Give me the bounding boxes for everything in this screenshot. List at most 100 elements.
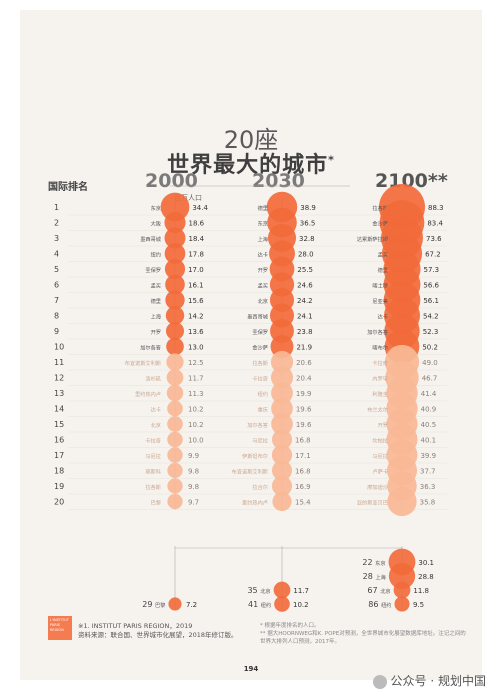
bubble: [273, 581, 291, 599]
bubble: [167, 431, 183, 448]
city-label: 孟买: [151, 282, 161, 290]
city-label: 里约热内卢: [135, 390, 161, 398]
bubble: [271, 475, 293, 497]
value-label: 11.3: [188, 390, 204, 398]
value-label: 37.7: [420, 468, 436, 476]
bubble: [166, 369, 184, 386]
watermark: 公众号 · 规划中国: [372, 672, 486, 689]
city-label: 卡拉奇: [372, 359, 388, 367]
bubble: [167, 478, 183, 494]
bubble: [164, 227, 186, 249]
value-label: 40.5: [421, 421, 437, 429]
city-label: 达卡: [258, 251, 268, 259]
value-label: 28.0: [298, 251, 314, 259]
rank-label: 67: [367, 586, 377, 595]
value-label: 10.2: [188, 421, 204, 429]
city-label: 亚的斯亚贝巴: [357, 499, 388, 507]
city-label: 东京: [258, 220, 268, 228]
value-label: 21.9: [296, 344, 312, 352]
bubble: [270, 335, 294, 358]
city-label: 布兰太尔: [367, 406, 388, 414]
city-label: 东京: [151, 204, 161, 212]
city-label: 达卡: [378, 313, 388, 321]
city-label: 卡拉奇: [145, 437, 161, 445]
value-label: 10.2: [293, 601, 309, 609]
value-label: 16.8: [295, 437, 311, 445]
value-label: 18.6: [189, 220, 205, 228]
city-label: 莫斯科: [145, 468, 161, 476]
value-label: 56.1: [423, 297, 439, 305]
bubble: [167, 416, 183, 432]
value-label: 15.6: [188, 297, 204, 305]
bubble: [165, 290, 185, 310]
value-label: 83.4: [427, 220, 443, 228]
publisher-logo: L'INSTITUT PARIS REGION: [48, 616, 72, 640]
value-label: 40.9: [421, 406, 437, 414]
city-label: 德里: [151, 297, 161, 305]
value-label: 23.8: [297, 328, 313, 336]
value-label: 24.6: [297, 282, 313, 290]
city-label: 加尔各答: [367, 328, 389, 336]
value-label: 67.2: [425, 251, 441, 259]
city-label: 内罗毕: [372, 375, 388, 383]
city-label: 喀布尔: [372, 344, 388, 352]
infographic-page: 20座 世界最大的城市* 国际排名 2000 2030 2100** 百万人口 …: [20, 10, 482, 680]
rank-label: 8: [54, 312, 59, 321]
value-label: 20.4: [296, 375, 312, 383]
value-label: 54.2: [423, 313, 439, 321]
rank-label: 2: [54, 219, 59, 228]
bubble: [274, 596, 290, 612]
city-label: 孟买: [258, 282, 268, 290]
city-label: 达卡: [151, 406, 161, 414]
value-label: 9.7: [188, 499, 199, 507]
city-label: 金沙萨: [252, 344, 268, 352]
city-label: 纽约: [151, 251, 161, 259]
city-label: 加尔各答: [140, 344, 162, 352]
bubble: [271, 382, 293, 404]
city-label: 洛杉矶: [145, 375, 161, 383]
rank-label: 1: [54, 203, 59, 212]
city-label: 布宜诺斯艾利斯: [125, 359, 161, 367]
bubble: [166, 384, 184, 402]
value-label: 34.4: [192, 204, 208, 212]
city-label: 纽约: [261, 601, 271, 609]
value-label: 11.7: [188, 375, 204, 383]
value-label: 9.8: [188, 483, 199, 491]
bubble: [271, 460, 293, 481]
bubble: [164, 258, 186, 280]
value-label: 88.3: [428, 204, 444, 212]
bubble: [164, 243, 186, 264]
bubble: [165, 306, 185, 325]
city-label: 纽约: [381, 601, 391, 609]
rank-label: 3: [54, 234, 59, 243]
bubble: [166, 353, 184, 371]
title-number: 20座: [223, 126, 279, 154]
value-label: 13.0: [188, 344, 204, 352]
bubble: [271, 429, 293, 450]
city-label: 尼亚美: [372, 297, 388, 305]
value-label: 16.1: [188, 282, 204, 290]
bubble: [387, 486, 417, 517]
city-label: 北京: [258, 297, 268, 305]
rank-label: 5: [54, 265, 59, 274]
rank-label: 29: [142, 600, 152, 609]
bubble: [271, 444, 293, 466]
bubble: [164, 211, 186, 234]
city-label: 北京: [151, 421, 161, 429]
value-label: 46.7: [422, 375, 438, 383]
unit-label: 百万人口: [174, 194, 202, 202]
value-label: 16.9: [295, 483, 311, 491]
value-label: 56.6: [423, 282, 439, 290]
value-label: 36.5: [300, 220, 316, 228]
bubble: [167, 447, 183, 463]
city-label: 达累斯萨拉姆: [357, 235, 388, 243]
rank-label: 13: [54, 389, 64, 398]
value-label: 17.0: [188, 266, 204, 274]
bubble: [272, 491, 292, 512]
city-label: 德里: [258, 204, 268, 212]
bubble: [394, 596, 410, 612]
bubble: [270, 350, 294, 374]
rank-label: 16: [54, 436, 64, 445]
value-label: 30.1: [418, 559, 434, 567]
